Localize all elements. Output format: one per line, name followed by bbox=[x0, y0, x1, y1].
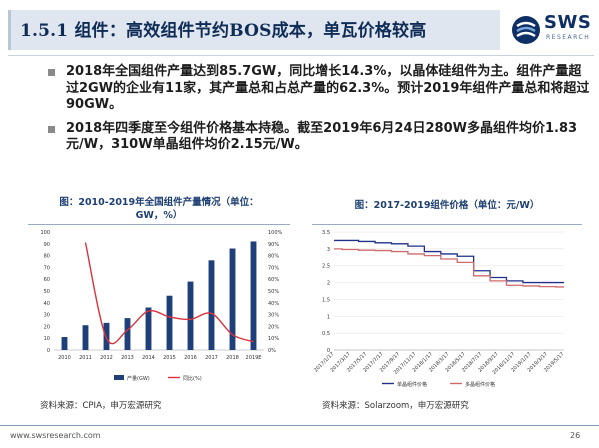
y-tick-label-left: 70 bbox=[44, 265, 50, 271]
logo-subtext: RESEARCH bbox=[546, 34, 591, 41]
legend-label-growth: 同比(%) bbox=[183, 375, 202, 382]
logo-mark-icon bbox=[512, 16, 540, 44]
y-tick-label: 0.5 bbox=[322, 331, 330, 337]
square-bullet-icon bbox=[48, 125, 55, 133]
y-tick-label-left: 0 bbox=[47, 348, 50, 354]
y-tick-label: 1.5 bbox=[322, 297, 330, 303]
x-tick-label: 2018 bbox=[226, 355, 239, 361]
legend-label-production: 产量(GW) bbox=[127, 375, 150, 382]
line-mono-price bbox=[334, 239, 564, 284]
legend-swatch-production bbox=[114, 375, 124, 380]
bar-production bbox=[82, 325, 89, 350]
y-tick-label-left: 40 bbox=[44, 301, 50, 307]
left-figure-title: 图：2010-2019年全国组件产量情况（单位： GW，%） bbox=[28, 196, 290, 222]
slide-header: 1.5.1 组件：高效组件节约BOS成本，单瓦价格较高 SWS RESEARCH bbox=[0, 0, 599, 56]
header-divider bbox=[8, 55, 594, 56]
x-tick-label: 2010 bbox=[58, 355, 71, 361]
bar-production bbox=[229, 248, 236, 350]
y-tick-label: 3 bbox=[327, 247, 330, 253]
footer-divider bbox=[0, 425, 599, 426]
x-tick-label: 2015 bbox=[163, 355, 176, 361]
y-tick-label-left: 60 bbox=[44, 277, 50, 283]
price-chart: 00.511.522.533.52017/1/172017/3/172017/5… bbox=[313, 230, 565, 388]
bullet-item: 2018年四季度至今组件价格基本持稳。截至2019年6月24日280W多晶组件均… bbox=[8, 121, 594, 154]
legend-label-mono: 单晶组件价格 bbox=[397, 381, 427, 388]
right-figure-rule bbox=[312, 224, 582, 225]
y-tick-label-left: 50 bbox=[44, 289, 50, 295]
y-tick-label-right: 40% bbox=[268, 301, 279, 307]
y-tick-label-left: 20 bbox=[44, 324, 50, 330]
y-tick-label-right: 60% bbox=[268, 277, 279, 283]
y-tick-label-right: 0% bbox=[268, 348, 276, 354]
production-chart: 0 10 20 30 40 50 60 70 80 90 100 0% 10% 20% 30% 40% 50% 6… bbox=[40, 230, 283, 382]
x-tick-label: 2014 bbox=[142, 355, 155, 361]
y-tick-label-left: 10 bbox=[44, 336, 50, 342]
bar-production bbox=[124, 318, 131, 350]
bar-production bbox=[145, 307, 152, 350]
x-tick-label: 2011 bbox=[79, 355, 92, 361]
x-tick-label: 2012 bbox=[100, 355, 113, 361]
y-tick-label-left: 30 bbox=[44, 313, 50, 319]
y-tick-label: 2 bbox=[327, 281, 330, 287]
y-tick-label-right: 100% bbox=[268, 230, 283, 236]
bullet-text: 2018年全国组件产量达到85.7GW，同比增长14.3%，以晶体硅组件为主。组… bbox=[66, 64, 590, 112]
y-tick-label-right: 20% bbox=[268, 324, 279, 330]
bullet-item: 2018年全国组件产量达到85.7GW，同比增长14.3%，以晶体硅组件为主。组… bbox=[8, 64, 594, 114]
y-tick-label-left: 80 bbox=[44, 254, 50, 260]
y-tick-label-left: 100 bbox=[40, 230, 50, 236]
y-tick-label-right: 70% bbox=[268, 265, 279, 271]
logo-text: SWS bbox=[544, 12, 592, 33]
sws-logo: SWS RESEARCH bbox=[510, 10, 594, 50]
bar-production bbox=[61, 337, 68, 350]
left-figure-title-line1: 图：2010-2019年全国组件产量情况（单位： bbox=[59, 197, 259, 208]
line-poly-price bbox=[334, 248, 564, 288]
left-figure-rule bbox=[28, 224, 290, 225]
bar-production bbox=[166, 295, 173, 350]
page-title: 1.5.1 组件：高效组件节约BOS成本，单瓦价格较高 bbox=[20, 21, 427, 41]
left-figure-source: 资料来源：CPIA，申万宏源研究 bbox=[40, 401, 162, 411]
bar-production bbox=[187, 281, 194, 350]
y-tick-label: 2.5 bbox=[322, 264, 330, 270]
y-tick-label: 1 bbox=[327, 314, 330, 320]
x-tick-label: 2017 bbox=[205, 355, 218, 361]
footer-url[interactable]: www.swsresearch.com bbox=[10, 431, 101, 440]
x-tick-label: 2019E bbox=[246, 355, 262, 361]
bar-production bbox=[208, 260, 215, 350]
y-tick-label: 3.5 bbox=[322, 230, 330, 236]
y-tick-label-left: 90 bbox=[44, 242, 50, 248]
x-tick-label: 2013 bbox=[121, 355, 134, 361]
square-bullet-icon bbox=[48, 69, 55, 76]
y-tick-label-right: 90% bbox=[268, 242, 279, 248]
page-number: 26 bbox=[570, 431, 581, 440]
bar-production bbox=[250, 241, 257, 350]
legend-label-poly: 多晶组件价格 bbox=[465, 381, 495, 388]
line-growth-rate bbox=[84, 242, 254, 345]
y-tick-label-right: 30% bbox=[268, 313, 279, 319]
bullet-text: 2018年四季度至今组件价格基本持稳。截至2019年6月24日280W多晶组件均… bbox=[66, 120, 578, 153]
right-figure-source: 资料来源：Solarzoom，申万宏源研究 bbox=[322, 401, 469, 411]
bar-production bbox=[103, 322, 110, 350]
y-tick-label-right: 50% bbox=[268, 289, 279, 295]
x-tick-label: 2016 bbox=[184, 355, 197, 361]
y-tick-label: 0 bbox=[327, 348, 330, 354]
y-tick-label-right: 80% bbox=[268, 254, 279, 260]
y-tick-label-right: 10% bbox=[268, 336, 279, 342]
title-bar bbox=[8, 10, 500, 50]
bullet-list: 2018年全国组件产量达到85.7GW，同比增长14.3%，以晶体硅组件为主。组… bbox=[8, 64, 594, 161]
right-figure-title: 图：2017-2019组件价格（单位：元/W） bbox=[354, 200, 540, 211]
left-figure-title-line2: GW，%） bbox=[135, 210, 183, 221]
